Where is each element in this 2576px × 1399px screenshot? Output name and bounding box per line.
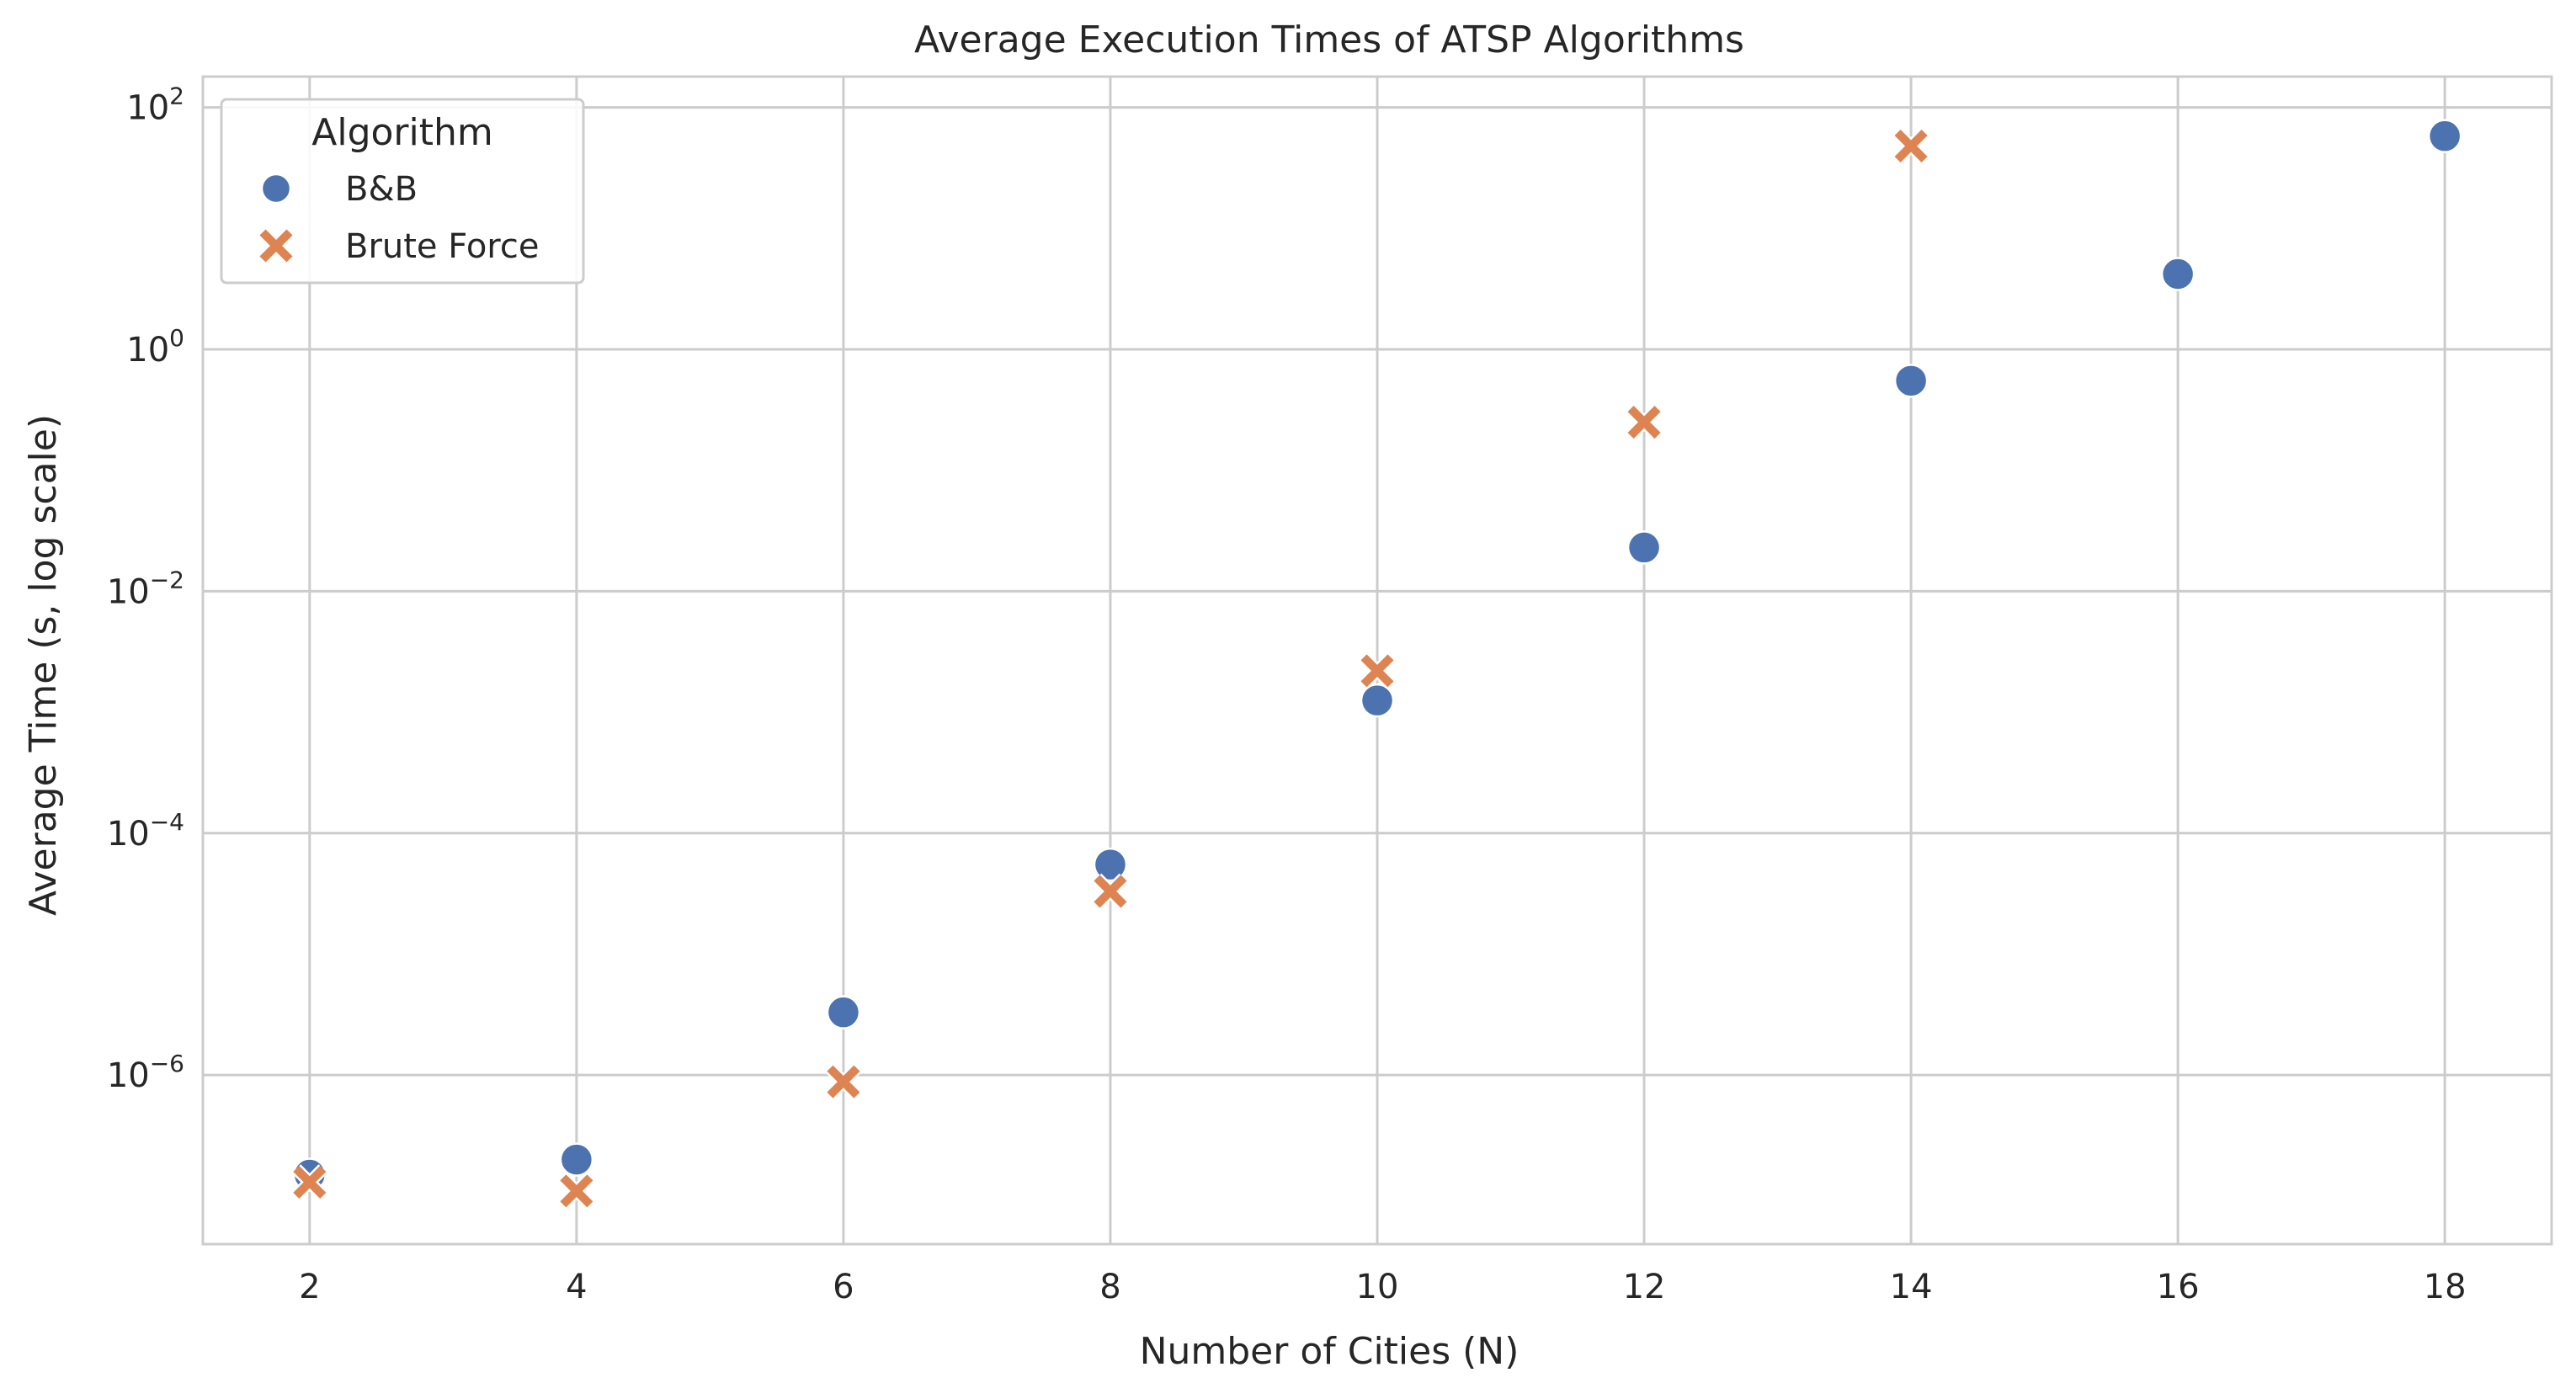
x-tick-label: 18 — [2424, 1268, 2467, 1306]
legend-brute-force-label: Brute Force — [345, 227, 539, 266]
plot-area-frame — [201, 75, 2553, 1246]
legend-box — [220, 98, 585, 285]
marker-cross — [827, 1065, 860, 1098]
x-tick-label: 14 — [1890, 1268, 1933, 1306]
data-point-brute-force — [825, 1063, 862, 1100]
marker-cross — [259, 229, 293, 263]
y-tick-label: 10−2 — [107, 566, 184, 611]
tick-labels: 2 4 6 8 10 12 14 16 18 10−6 10−4 10−2 100 102 — [107, 82, 2467, 1306]
legend-brute-force-marker — [258, 227, 295, 264]
x-tick-label: 16 — [2157, 1268, 2200, 1306]
data-point-brute-force — [1092, 873, 1129, 910]
marker-cross — [1094, 875, 1127, 908]
data-points — [291, 119, 2462, 1210]
data-point-brute-force — [291, 1164, 328, 1200]
data-point-b-b — [826, 995, 861, 1029]
data-point-brute-force — [1626, 404, 1663, 440]
marker-cross — [560, 1174, 593, 1208]
data-point-b-b — [1093, 847, 1128, 882]
marker-cross — [1894, 129, 1928, 163]
legend-bnb-marker — [260, 173, 292, 205]
data-point-b-b — [2160, 257, 2195, 291]
data-point-b-b — [1893, 364, 1929, 398]
x-tick-label: 6 — [833, 1268, 854, 1306]
marker-cross — [1627, 406, 1661, 439]
x-tick-label: 10 — [1356, 1268, 1399, 1306]
marker-cross — [293, 1165, 327, 1199]
legend-title: Algorithm — [311, 111, 493, 154]
y-tick-label: 102 — [126, 82, 184, 128]
data-point-b-b — [1626, 530, 1662, 565]
data-point-b-b — [1360, 683, 1395, 718]
marker-cross — [1360, 654, 1394, 688]
chart-title: Average Execution Times of ATSP Algorith… — [914, 19, 1744, 61]
x-tick-label: 4 — [566, 1268, 587, 1306]
data-point-b-b — [2427, 119, 2462, 153]
y-tick-label: 10−4 — [107, 808, 184, 854]
legend-bnb-label: B&B — [345, 170, 418, 209]
legend: Algorithm B&B Brute Force — [220, 98, 585, 285]
x-tick-label: 12 — [1623, 1268, 1666, 1306]
data-point-brute-force — [1892, 128, 1929, 164]
x-tick-label: 2 — [299, 1268, 320, 1306]
data-point-brute-force — [1359, 652, 1396, 689]
data-point-b-b — [559, 1142, 594, 1177]
data-point-brute-force — [558, 1173, 595, 1210]
x-axis-label: Number of Cities (N) — [1140, 1330, 1520, 1373]
x-tick-label: 8 — [1099, 1268, 1120, 1306]
legend-x-marker — [258, 227, 295, 264]
y-tick-label: 100 — [126, 324, 184, 370]
y-tick-label: 10−6 — [107, 1050, 184, 1095]
y-axis-label: Average Time (s, log scale) — [22, 414, 65, 916]
